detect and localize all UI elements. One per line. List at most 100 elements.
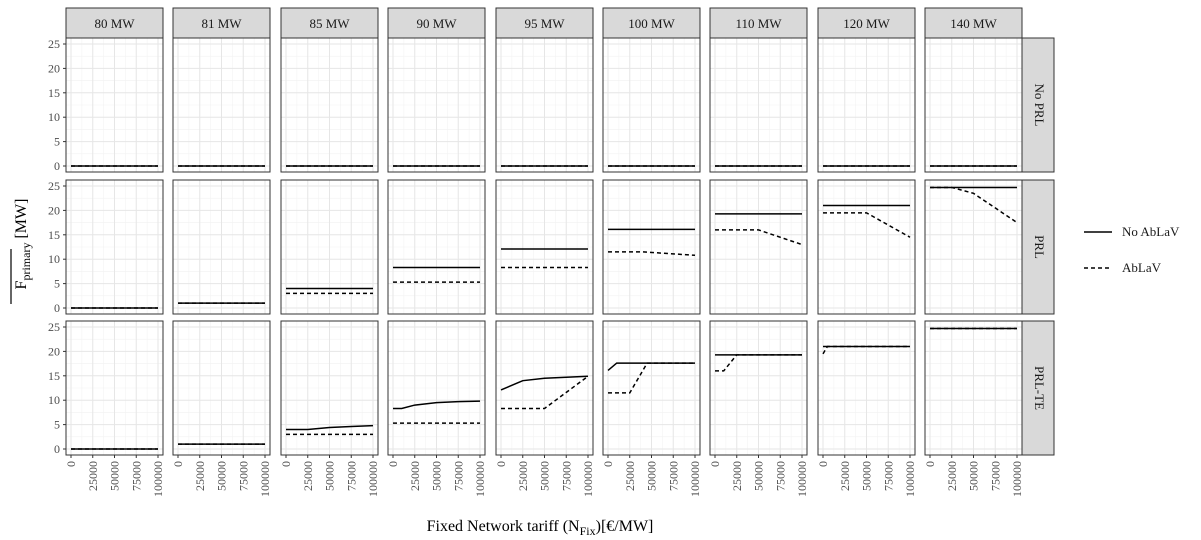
- x-tick-label: 0: [816, 461, 830, 467]
- y-axis-title-tail: [MW]: [13, 199, 30, 243]
- x-tick-label: 25000: [193, 461, 207, 491]
- row-strip-label: No PRL: [1032, 84, 1047, 127]
- panel-1-3: [388, 180, 485, 314]
- series-line-ablav: [823, 212, 911, 238]
- x-tick-label: 75000: [344, 461, 358, 491]
- y-tick-label: 10: [48, 252, 60, 266]
- x-tick-label: 0: [708, 461, 722, 467]
- column-strip: [172, 7, 271, 39]
- column-strip-label: 81 MW: [201, 16, 242, 31]
- panel-border: [709, 179, 808, 315]
- panel-0-2: [281, 38, 378, 172]
- y-tick-label: 10: [48, 110, 60, 124]
- x-tick-label: 75000: [559, 461, 573, 491]
- y-tick-label: 15: [48, 86, 60, 100]
- x-tick-label: 50000: [323, 461, 337, 491]
- y-tick-label: 5: [54, 418, 60, 432]
- x-tick-label: 25000: [408, 461, 422, 491]
- x-tick-label: 0: [279, 461, 293, 467]
- x-axis-title-tail: )[€/MW]: [596, 518, 654, 535]
- x-tick-label: 100000: [581, 461, 595, 497]
- x-tick-label: 25000: [301, 461, 315, 491]
- panel-border: [280, 179, 379, 315]
- x-tick-label: 75000: [236, 461, 250, 491]
- x-axis-title-sub: Fix: [580, 524, 596, 538]
- panel-0-6: [710, 38, 807, 172]
- y-axis-title-sub: primary: [19, 243, 33, 281]
- x-tick-label: 75000: [666, 461, 680, 491]
- x-tick-label: 50000: [645, 461, 659, 491]
- column-strip: [817, 7, 916, 39]
- x-tick-label: 0: [601, 461, 615, 467]
- x-tick-label: 100000: [473, 461, 487, 497]
- x-tick-label: 50000: [860, 461, 874, 491]
- x-tick-label: 75000: [129, 461, 143, 491]
- panel-0-5: [603, 38, 700, 172]
- y-axis-title-group: Fprimary [MW]: [10, 199, 33, 304]
- x-axis-ticks: 0 25000 50000 75000 100000 0 25000 50000 75000 10…: [64, 455, 1024, 497]
- x-tick-label: 75000: [451, 461, 465, 491]
- x-tick-label: 25000: [945, 461, 959, 491]
- y-tick-label: 25: [48, 37, 60, 51]
- row-strip-label: PRL-TE: [1032, 366, 1047, 410]
- x-tick-label: 100000: [795, 461, 809, 497]
- x-tick-label: 100000: [366, 461, 380, 497]
- y-tick-label: 0: [54, 159, 60, 173]
- panel-2-5: [603, 321, 700, 455]
- column-strip-label: 140 MW: [950, 16, 997, 31]
- x-axis-title-main: Fixed Network tariff (N: [427, 518, 580, 535]
- panel-1-6: [710, 180, 807, 314]
- row-strips: No PRL PRL PRL-TE: [1021, 37, 1055, 456]
- panel-border: [387, 179, 486, 315]
- row-strip: [1021, 179, 1055, 315]
- x-tick-label: 25000: [838, 461, 852, 491]
- panel-border: [172, 179, 271, 315]
- panel-border: [495, 179, 594, 315]
- y-tick-label: 15: [48, 369, 60, 383]
- column-strip: [65, 7, 164, 39]
- x-tick-label: 50000: [967, 461, 981, 491]
- legend-label-no-ablav: No AbLaV: [1122, 224, 1180, 239]
- column-strip: [924, 7, 1023, 39]
- column-strips: 80 MW 81 MW 85 MW 90 MW 95 MW 100 MW 110 MW 120…: [65, 7, 1023, 39]
- panel-0-4: [496, 38, 593, 172]
- panel-0-1: [173, 38, 270, 172]
- x-tick-label: 50000: [215, 461, 229, 491]
- panel-0-7: [818, 38, 915, 172]
- panel-border: [817, 179, 916, 315]
- series-line-ablav: [930, 186, 1018, 224]
- x-tick-label: 50000: [538, 461, 552, 491]
- column-strip-label: 85 MW: [309, 16, 350, 31]
- y-tick-label: 20: [48, 203, 60, 217]
- x-tick-label: 50000: [752, 461, 766, 491]
- column-strip: [495, 7, 594, 39]
- y-axis-title: Fprimary [MW]: [13, 199, 33, 290]
- panel-1-7: [818, 180, 915, 314]
- y-tick-label: 5: [54, 135, 60, 149]
- x-tick-label: 0: [171, 461, 185, 467]
- legend: No AbLaV AbLaV: [1084, 224, 1180, 275]
- panel-0-8: [925, 38, 1022, 172]
- row-strip: [1021, 320, 1055, 456]
- x-tick-label: 25000: [623, 461, 637, 491]
- series-line-ablav: [501, 375, 589, 410]
- legend-label-ablav: AbLaV: [1122, 260, 1162, 275]
- x-tick-label: 75000: [773, 461, 787, 491]
- panel-2-4: [496, 321, 593, 455]
- row-strip: [1021, 37, 1055, 173]
- panel-1-0: [66, 180, 163, 314]
- series-line-no-ablav: [286, 424, 374, 431]
- x-tick-label: 100000: [1010, 461, 1024, 497]
- x-tick-label: 25000: [730, 461, 744, 491]
- panel-1-8: [925, 180, 1022, 314]
- row-strip-label: PRL: [1032, 235, 1047, 259]
- series-line-ablav: [608, 362, 695, 394]
- y-tick-label: 25: [48, 179, 60, 193]
- series-line-no-ablav: [500, 375, 589, 391]
- panel-2-3: [388, 321, 485, 455]
- x-tick-label: 50000: [430, 461, 444, 491]
- panel-1-1: [173, 180, 270, 314]
- x-tick-label: 75000: [988, 461, 1002, 491]
- column-strip: [387, 7, 486, 39]
- column-strip: [280, 7, 379, 39]
